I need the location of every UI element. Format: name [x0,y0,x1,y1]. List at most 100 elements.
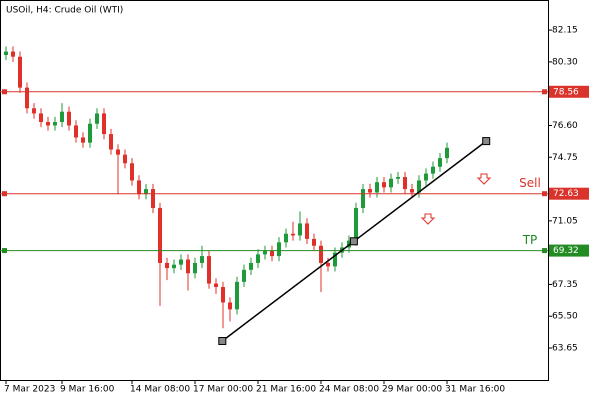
candle-body [263,250,267,255]
candle-body [235,281,239,310]
candle-body [354,207,358,241]
candle-body [242,269,246,282]
level-label: TP [522,233,538,247]
level-tag [549,187,589,200]
candle-body [39,113,43,123]
candle-body [333,252,337,267]
candle-body [445,147,449,159]
candle-body [389,178,393,188]
y-tick-label: 63.65 [552,344,578,354]
x-tick-label: 7 Mar 2023 [4,385,55,395]
trendline-handle [482,137,491,146]
candle-body [298,223,302,236]
candle-body [410,189,414,193]
candle-body [165,262,169,269]
candle-body [158,207,162,263]
y-tick-label: 67.35 [552,280,578,290]
candle-body [88,123,92,143]
x-tick-label: 14 Mar 08:00 [130,385,190,395]
plot-frame [0,0,549,381]
candle-body [67,111,71,126]
candle-body [74,125,78,138]
candle-body [25,87,29,109]
x-tick-label: 9 Mar 16:00 [60,385,115,395]
candle-body [249,262,253,270]
candle-body [53,122,57,126]
level-tag-label: 72.63 [553,189,579,199]
candle-body [221,287,225,303]
candle-body [18,56,22,88]
candle-body [137,180,141,195]
x-tick-label: 17 Mar 00:00 [193,385,253,395]
candle-body [81,137,85,143]
level-tag-label: 69.32 [553,246,579,256]
candle-body [382,182,386,188]
candle-body [123,154,127,164]
x-tick-label: 21 Mar 16:00 [256,385,316,395]
y-tick-label: 82.15 [552,26,578,36]
candle-body [361,189,365,208]
candle-body [305,223,309,239]
candle-body [60,111,64,123]
candle-body [256,254,260,263]
level-tag [549,244,589,257]
candle-body [417,180,421,193]
candle-body [214,283,218,288]
candle-body [368,189,372,193]
candle-body [326,262,330,267]
level-handle [2,248,7,254]
x-tick-label: 24 Mar 08:00 [319,385,379,395]
y-tick-label: 80.30 [552,57,578,67]
candle-body [277,242,281,257]
candle-body [284,233,288,243]
candle-body [193,262,197,274]
candle-body [403,177,407,190]
candle-body [424,173,428,181]
candle-body [438,158,442,167]
chart-title: USOil, H4: Crude Oil (WTI) [6,6,123,16]
y-tick-label: 76.60 [552,121,578,131]
level-label: Sell [519,176,541,190]
trendline-handle [349,237,358,246]
candle-body [375,182,379,193]
y-tick-label: 74.75 [552,153,578,163]
candle-body [144,189,148,195]
level-tag [549,85,589,98]
candle-body [200,256,204,263]
y-tick-label: 65.50 [552,312,578,322]
candle-body [347,240,351,248]
candle-body [312,238,316,246]
y-tick-label: 71.05 [552,216,578,226]
x-tick-label: 29 Mar 00:00 [382,385,442,395]
candle-body [291,233,295,236]
level-handle [542,248,547,254]
level-handle [542,191,547,197]
candle-body [207,256,211,284]
candle-body [32,108,36,114]
candle-body [11,51,15,57]
level-handle [2,191,7,197]
candle-body [186,259,190,274]
candle-body [95,113,99,124]
candle-body [270,250,274,257]
level-tag-label: 78.56 [553,87,579,97]
trendline-handle [218,336,227,345]
sell-arrow [420,173,492,225]
x-tick-label: 31 Mar 16:00 [445,385,505,395]
candle-body [116,149,120,155]
candle-body [396,177,400,179]
candle-body [319,245,323,263]
candle-body [46,122,50,126]
candle-body [130,163,134,181]
candle-body [228,302,232,310]
candle-body [102,113,106,135]
candle-body [172,264,176,269]
candle-body [151,189,155,208]
level-handle [2,89,7,95]
candle-body [179,259,183,265]
candle-body [431,166,435,174]
candle-body [109,134,113,150]
level-handle [542,89,547,95]
candle-body [4,51,8,55]
